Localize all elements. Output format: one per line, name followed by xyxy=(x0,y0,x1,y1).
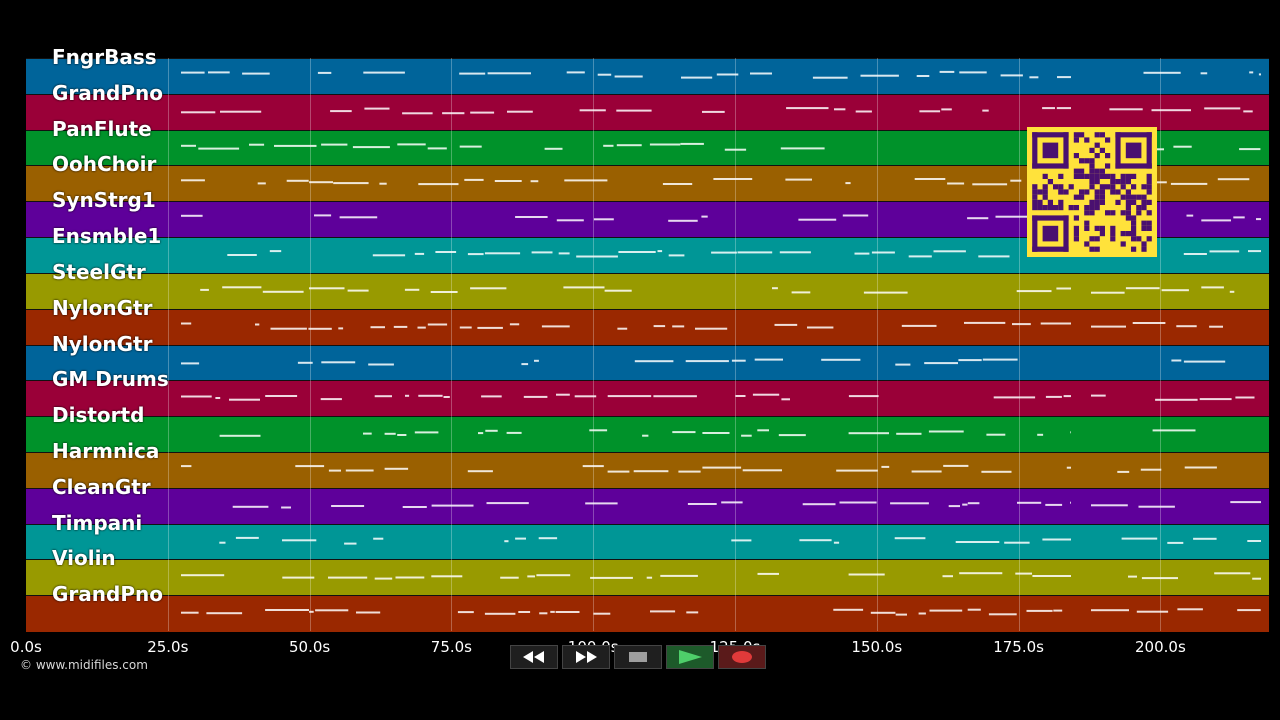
note-marks xyxy=(181,394,1255,402)
play-icon xyxy=(679,650,702,664)
track-label: GM Drums xyxy=(52,367,169,392)
note-marks xyxy=(181,464,1217,473)
qr-code-icon xyxy=(1027,127,1157,257)
track-label: Harmnica xyxy=(52,438,160,463)
track-lane xyxy=(26,93,1269,131)
track-lane xyxy=(26,380,1269,417)
note-marks xyxy=(181,70,1261,79)
track-lane xyxy=(26,487,1269,525)
track-lane xyxy=(26,451,1269,489)
fast-forward-icon xyxy=(576,651,597,663)
note-marks xyxy=(232,500,1261,509)
track-label: Distortd xyxy=(52,403,145,428)
track-lane xyxy=(26,58,1269,95)
time-tick-label: 25.0s xyxy=(147,638,189,656)
track-lane xyxy=(26,559,1269,596)
time-tick-label: 200.0s xyxy=(1135,638,1186,656)
note-marks xyxy=(200,286,1235,294)
track-lane xyxy=(26,416,1269,453)
track-lane xyxy=(26,523,1269,560)
track-lane xyxy=(26,272,1269,310)
track-label: Ensmble1 xyxy=(52,224,162,249)
track-label: NylonGtr xyxy=(52,295,153,320)
track-label: CleanGtr xyxy=(52,474,151,499)
track-label: PanFlute xyxy=(52,116,152,141)
track-label: SynStrg1 xyxy=(52,188,156,213)
stop-button[interactable] xyxy=(614,645,662,669)
time-tick-label: 0.0s xyxy=(10,638,42,656)
time-tick-label: 150.0s xyxy=(851,638,903,656)
transport-controls xyxy=(510,643,770,671)
track-label: NylonGtr xyxy=(52,331,153,356)
time-tick-label: 75.0s xyxy=(430,638,472,656)
note-marks xyxy=(181,572,1261,581)
record-icon xyxy=(732,651,752,663)
track-label: GrandPno xyxy=(52,582,163,607)
note-marks xyxy=(181,358,1226,366)
record-button[interactable] xyxy=(718,645,766,669)
note-marks xyxy=(181,106,1253,115)
note-marks xyxy=(219,429,1196,437)
rewind-button[interactable] xyxy=(510,645,558,669)
time-tick-label: 50.0s xyxy=(288,638,331,656)
track-label: Timpani xyxy=(52,510,143,535)
stop-icon xyxy=(629,652,647,662)
track-lane xyxy=(26,308,1269,345)
track-label: FngrBass xyxy=(52,45,157,69)
note-marks xyxy=(181,321,1223,330)
time-axis: 0.0s25.0s50.0s75.0s100.0s125.0s150.0s175… xyxy=(0,638,1280,658)
track-label: OohChoir xyxy=(52,152,157,177)
track-label: SteelGtr xyxy=(52,259,146,284)
track-label: Violin xyxy=(52,546,116,571)
play-button[interactable] xyxy=(666,645,714,669)
track-lane xyxy=(26,344,1269,381)
rewind-icon xyxy=(523,651,544,663)
fast-forward-button[interactable] xyxy=(562,645,610,669)
note-marks xyxy=(181,608,1261,616)
track-label: GrandPno xyxy=(52,80,163,105)
copyright-text: © www.midifiles.com xyxy=(20,658,148,672)
time-tick-label: 175.0s xyxy=(993,638,1044,656)
track-lane xyxy=(26,595,1269,632)
note-marks xyxy=(219,536,1261,545)
